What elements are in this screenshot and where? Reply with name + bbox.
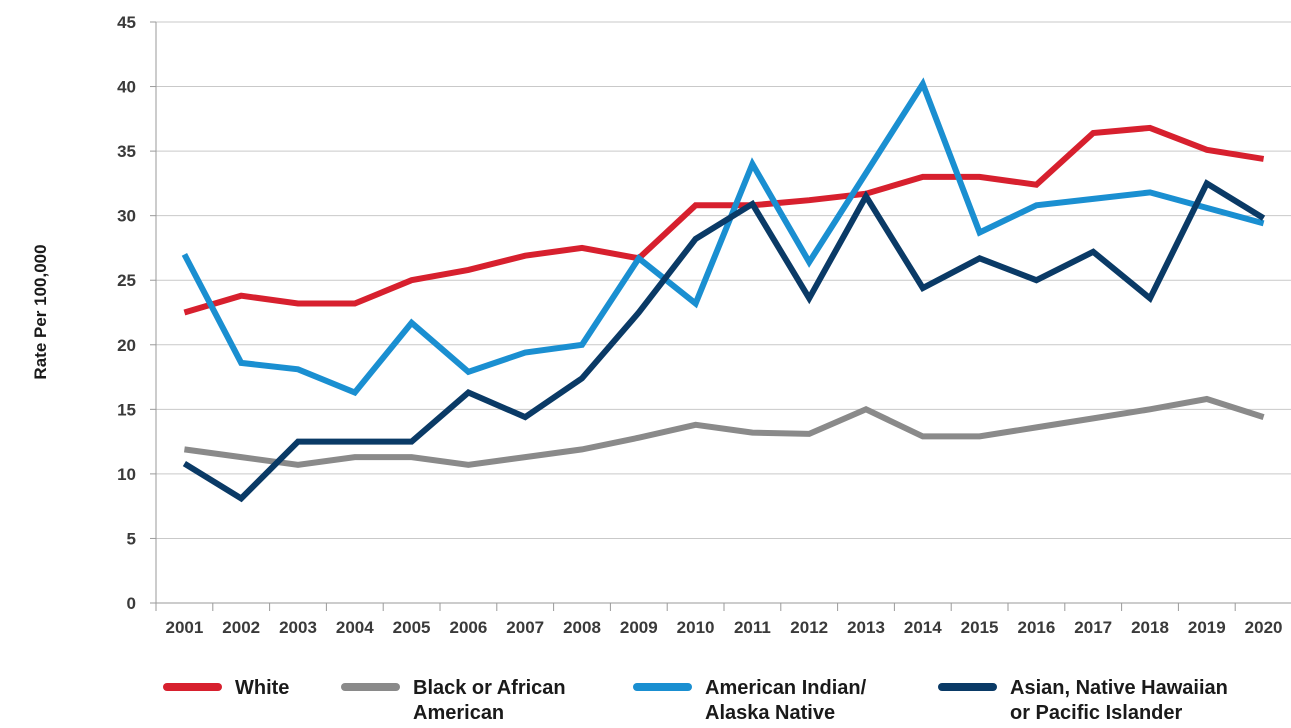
series-line-4: [182, 179, 1266, 503]
series-line-3: [181, 77, 1265, 397]
x-tick-label: 2006: [449, 618, 487, 637]
x-tick-label: 2019: [1188, 618, 1226, 637]
x-tick-labels: 2001 2002 2003 2004 2005 2006 2007 2008 2009 2010…: [165, 618, 1282, 637]
legend-label: Alaska Native: [705, 702, 835, 724]
y-tick-label: 0: [127, 594, 136, 613]
y-tick-label: 5: [127, 529, 136, 548]
x-tick-label: 2014: [904, 618, 942, 637]
gridlines: [156, 21, 1291, 539]
y-tick-labels: 0 5 10 15 20 25 30 35 40 45: [117, 13, 136, 613]
x-tick-label: 2005: [393, 618, 431, 637]
x-tick-label: 2010: [677, 618, 715, 637]
series-line-1: [183, 124, 1265, 316]
x-tick-label: 2009: [620, 618, 658, 637]
x-tick-label: 2013: [847, 618, 885, 637]
y-tick-label: 20: [117, 336, 136, 355]
x-tick-label: 2016: [1017, 618, 1055, 637]
legend-item: White: [163, 677, 289, 699]
legend-label: White: [235, 677, 289, 699]
x-tick-label: 2017: [1074, 618, 1112, 637]
x-tick-label: 2011: [734, 618, 771, 637]
y-tick-label: 10: [117, 465, 136, 484]
legend-label: American Indian/: [705, 677, 867, 699]
x-tick-label: 2004: [336, 618, 374, 637]
legend-item: Asian, Native Hawaiian or Pacific Islande…: [938, 677, 1228, 724]
x-tick-label: 2015: [961, 618, 999, 637]
x-tick-label: 2003: [279, 618, 317, 637]
series-lines: [181, 77, 1266, 503]
x-tick-label: 2008: [563, 618, 601, 637]
y-tick-label: 25: [117, 271, 136, 290]
legend: White Black or African American American In…: [163, 677, 1228, 724]
legend-item: American Indian/Alaska Native: [633, 677, 867, 724]
x-tick-label: 2001: [165, 618, 203, 637]
y-tick-label: 40: [117, 78, 136, 97]
axes: [150, 21, 1291, 611]
x-tick-label: 2020: [1245, 618, 1283, 637]
x-tick-label: 2002: [222, 618, 260, 637]
y-tick-label: 45: [117, 13, 136, 32]
legend-label: Black or African: [413, 677, 566, 699]
legend-item: Black or African American: [341, 677, 566, 724]
y-tick-label: 30: [117, 207, 136, 226]
legend-label: American: [413, 702, 504, 724]
y-axis-label: Rate Per 100,000: [31, 244, 50, 379]
series-line-2: [183, 395, 1265, 468]
y-tick-label: 35: [117, 142, 136, 161]
x-tick-label: 2018: [1131, 618, 1169, 637]
y-tick-label: 15: [117, 400, 136, 419]
x-tick-label: 2012: [790, 618, 828, 637]
legend-label: Asian, Native Hawaiian: [1010, 677, 1228, 699]
x-tick-label: 2007: [506, 618, 544, 637]
legend-label: or Pacific Islander: [1010, 702, 1183, 724]
